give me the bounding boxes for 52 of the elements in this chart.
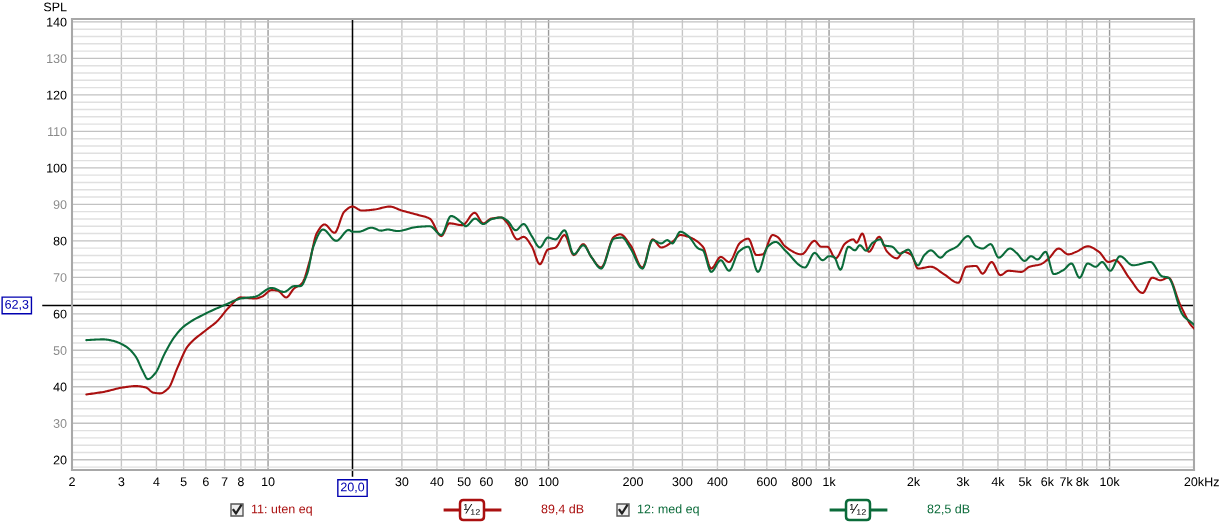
text: 12: med eq bbox=[637, 504, 699, 516]
y-tick-label: 60 bbox=[53, 309, 67, 319]
ref-line-label: 20,0 bbox=[340, 482, 365, 493]
x-tick-label: 7 bbox=[221, 477, 228, 486]
y-tick-label: 70 bbox=[53, 273, 67, 282]
x-tick-label: 6 bbox=[202, 477, 209, 487]
x-tick-label: 30 bbox=[395, 477, 409, 487]
x-tick-label: 3 bbox=[118, 477, 125, 487]
x-tick-label: 80 bbox=[514, 477, 528, 487]
y-tick-label: 120 bbox=[47, 90, 67, 100]
x-tick-label: 2k bbox=[907, 476, 921, 486]
x-tick-label: 40 bbox=[430, 477, 444, 487]
x-tick-label: 600 bbox=[757, 477, 777, 487]
x-tick-label: 8k bbox=[1076, 476, 1089, 487]
x-tick-label: 8 bbox=[237, 477, 244, 487]
x-tick-label: 2 bbox=[69, 477, 75, 486]
x-tick-label: 300 bbox=[672, 477, 693, 487]
y-axis-title: SPL bbox=[43, 2, 67, 12]
y-tick-label: 20 bbox=[53, 455, 67, 465]
y-tick-label: 80 bbox=[53, 236, 67, 246]
text: ¹⁄₁₂ bbox=[850, 504, 866, 515]
x-tick-label: 800 bbox=[791, 477, 812, 487]
x-tick-label: 4k bbox=[991, 476, 1005, 486]
x-tick-label: 60 bbox=[480, 477, 493, 487]
x-tick-label: 20k bbox=[1184, 476, 1205, 487]
x-tick-label: 7k bbox=[1060, 476, 1073, 486]
y-tick-label: 130 bbox=[47, 54, 67, 64]
x-tick-label: 400 bbox=[707, 477, 728, 487]
text: 89,4 dB bbox=[541, 504, 584, 515]
y-tick-label: 90 bbox=[53, 200, 67, 210]
text: 11: uten eq bbox=[251, 504, 312, 516]
y-tick-label: 110 bbox=[48, 127, 67, 137]
y-tick-label: 100 bbox=[47, 163, 67, 173]
x-tick-label: 10k bbox=[1100, 476, 1120, 487]
ref-line-label: 62,3 bbox=[5, 299, 29, 311]
x-tick-label: 1k bbox=[823, 476, 836, 486]
x-tick-label: 5k bbox=[1019, 476, 1032, 487]
x-tick-label: 10 bbox=[262, 477, 275, 487]
x-tick-label: 6k bbox=[1041, 476, 1054, 487]
x-tick-label: 5 bbox=[180, 477, 187, 487]
y-tick-label: 50 bbox=[53, 346, 67, 355]
x-tick-label: 200 bbox=[623, 477, 643, 487]
text: ¹⁄₁₂ bbox=[464, 504, 480, 515]
x-tick-label: 3k bbox=[956, 476, 970, 487]
y-tick-label: 40 bbox=[53, 382, 67, 392]
x-axis-title: Hz bbox=[1205, 477, 1219, 487]
y-tick-label: 140 bbox=[47, 17, 67, 27]
x-tick-label: 100 bbox=[539, 477, 559, 487]
text: 82,5 dB bbox=[927, 504, 970, 515]
x-tick-label: 4 bbox=[153, 477, 160, 486]
y-tick-label: 30 bbox=[53, 419, 67, 428]
x-tick-label: 50 bbox=[457, 477, 471, 487]
